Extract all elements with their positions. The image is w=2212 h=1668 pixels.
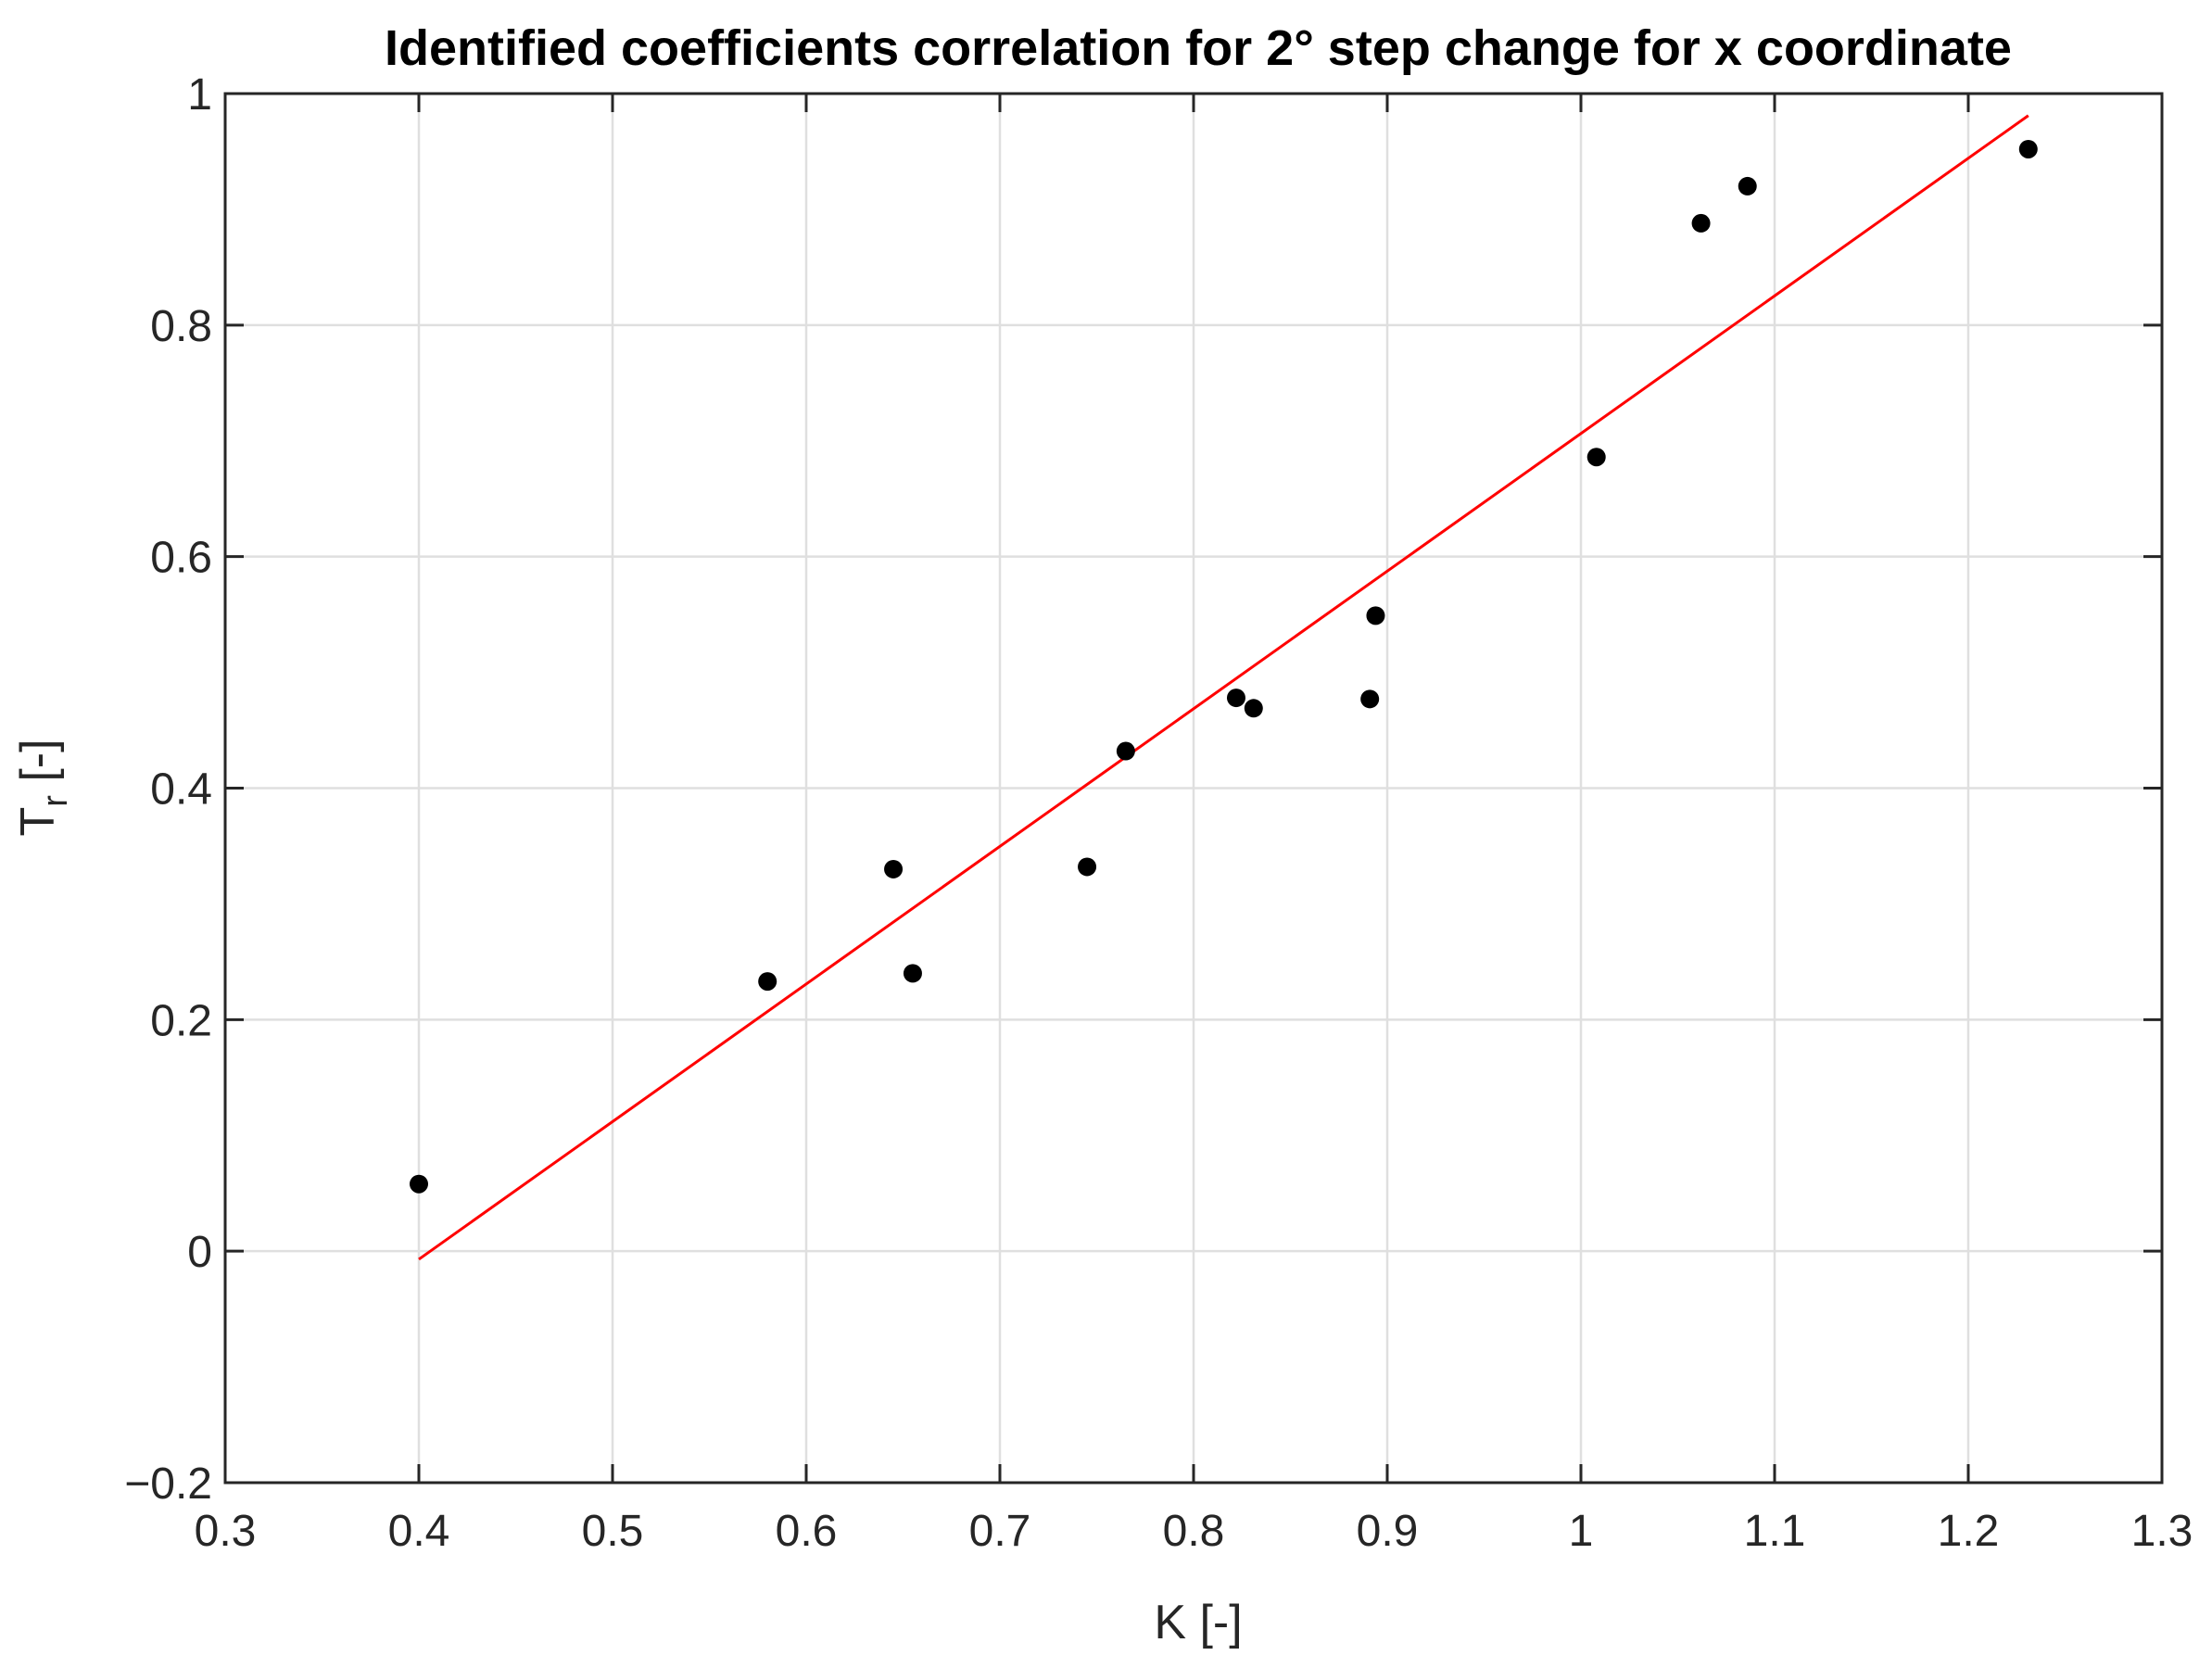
data-point: [1244, 699, 1263, 718]
y-axis-label: Tr [-]: [11, 739, 75, 836]
data-point: [1366, 606, 1385, 626]
y-axis-label-suffix: [-]: [11, 739, 65, 795]
data-point: [903, 964, 922, 983]
y-tick-label: 0.4: [150, 765, 212, 815]
data-point: [1116, 741, 1135, 761]
y-tick-label: 0.6: [150, 534, 212, 583]
y-tick-label: 0: [187, 1228, 212, 1277]
x-tick-label: 0.6: [776, 1507, 838, 1556]
data-point: [1691, 213, 1711, 233]
tick-marks: [223, 92, 2164, 1485]
x-tick-labels: 0.3 0.4 0.5 0.6 0.7 0.8 0.9 1 1.1 1.2 1.3: [195, 1507, 2193, 1556]
y-tick-label: 1: [187, 70, 212, 120]
x-tick-label: 1.3: [2131, 1507, 2193, 1556]
x-tick-label: 0.9: [1357, 1507, 1419, 1556]
x-tick-label: 0.4: [388, 1507, 450, 1556]
grid: [225, 94, 2162, 1483]
data-point: [1226, 689, 1245, 708]
y-tick-labels: −0.2 0 0.2 0.4 0.6 0.8 1: [124, 70, 212, 1509]
data-point: [1738, 176, 1757, 196]
data-points: [410, 139, 2038, 1194]
data-point: [1078, 857, 1097, 877]
x-tick-label: 0.5: [582, 1507, 644, 1556]
data-point: [1360, 689, 1380, 709]
x-tick-label: 0.7: [969, 1507, 1031, 1556]
y-axis-label-main: T: [11, 807, 65, 837]
data-point: [884, 859, 904, 878]
x-axis-label: K [-]: [1154, 1596, 1242, 1649]
x-tick-label: 0.3: [195, 1507, 257, 1556]
x-tick-label: 1.1: [1744, 1507, 1806, 1556]
y-tick-label: 0.2: [150, 996, 212, 1045]
x-tick-label: 0.8: [1163, 1507, 1225, 1556]
data-point: [1586, 448, 1606, 467]
data-point: [410, 1174, 428, 1194]
fit-line: [418, 114, 2029, 1261]
data-point: [2018, 139, 2038, 158]
x-tick-label: 1.2: [1938, 1507, 2000, 1556]
x-tick-label: 1: [1569, 1507, 1594, 1556]
y-tick-label: −0.2: [124, 1460, 212, 1509]
y-axis-label-subscript: r: [36, 795, 75, 807]
y-tick-label: 0.8: [150, 302, 212, 351]
chart-title: Identified coefficients correlation for …: [385, 20, 2012, 76]
data-point: [758, 972, 777, 992]
